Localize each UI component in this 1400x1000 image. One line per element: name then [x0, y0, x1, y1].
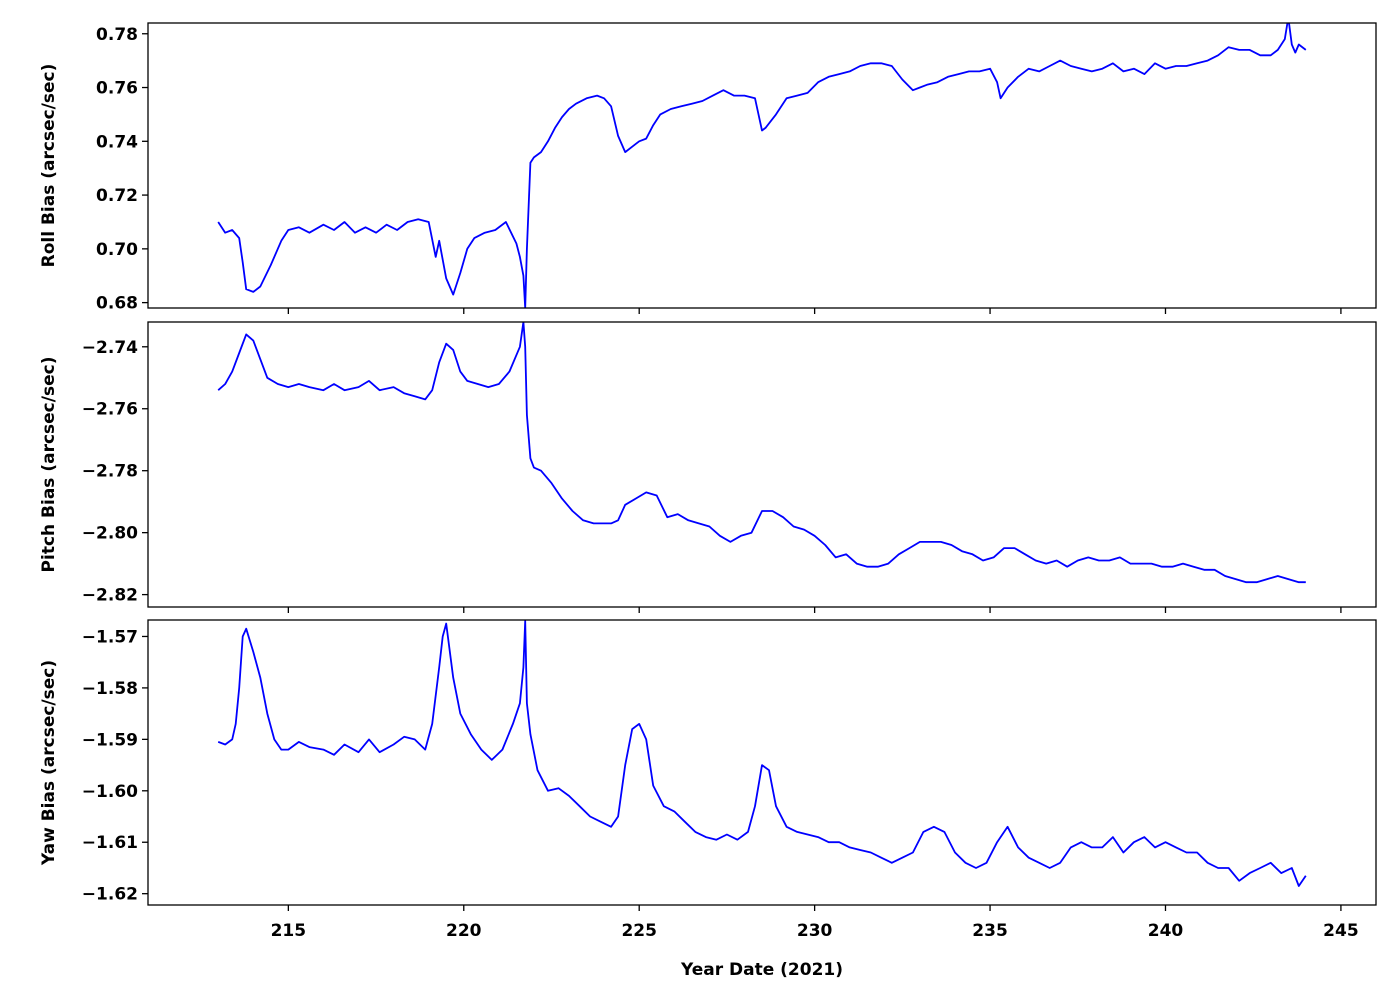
- y-tick-label-0-5: 0.78: [96, 25, 138, 45]
- y-tick-label-2-4: −1.58: [82, 679, 138, 699]
- y-tick-label-2-2: −1.60: [82, 782, 138, 802]
- y-tick-label-0-3: 0.74: [96, 132, 138, 152]
- x-tick-label-4: 235: [972, 921, 1008, 941]
- y-tick-label-0-0: 0.68: [96, 294, 138, 314]
- panel-frame-2: [147, 619, 1377, 906]
- y-tick-label-2-1: −1.61: [82, 833, 138, 853]
- x-tick-label-1: 220: [446, 921, 482, 941]
- y-tick-label-1-2: −2.78: [82, 462, 138, 482]
- panel-frame-1: [147, 321, 1377, 608]
- x-tick-label-3: 230: [797, 921, 833, 941]
- y-tick-label-1-4: −2.74: [82, 338, 138, 358]
- y-axis-label-1: Pitch Bias (arcsec/sec): [39, 357, 59, 573]
- x-axis-label: Year Date (2021): [680, 960, 843, 980]
- y-tick-label-1-1: −2.80: [82, 524, 138, 544]
- x-tick-label-5: 240: [1148, 921, 1184, 941]
- series-line-0-0: [217, 23, 1307, 308]
- x-tick-label-6: 245: [1323, 921, 1359, 941]
- panel-2: −1.62 −1.61 −1.60 −1.59 −1.58 −1.57 215 220 225 2…: [39, 619, 1377, 941]
- y-tick-label-2-3: −1.59: [82, 730, 138, 750]
- y-tick-label-2-0: −1.62: [82, 885, 138, 905]
- x-tick-label-0: 215: [271, 921, 307, 941]
- series-line-2-0: [217, 620, 1307, 887]
- y-axis-label-2: Yaw Bias (arcsec/sec): [39, 660, 59, 866]
- y-tick-label-0-4: 0.76: [96, 79, 138, 99]
- panel-0: 0.68 0.70 0.72 0.74 0.76 0.78 Roll Bias (arcse…: [39, 22, 1377, 314]
- series-line-1-0: [217, 322, 1306, 584]
- y-tick-label-1-3: −2.76: [82, 400, 138, 420]
- chart-panels: 0.68 0.70 0.72 0.74 0.76 0.78 Roll Bias (arcse…: [39, 22, 1377, 941]
- x-tick-label-2: 225: [621, 921, 657, 941]
- y-tick-label-0-2: 0.72: [96, 186, 138, 206]
- panel-1: −2.82 −2.80 −2.78 −2.76 −2.74 Pitch Bias (arc…: [39, 321, 1377, 613]
- y-tick-label-0-1: 0.70: [96, 240, 138, 260]
- y-tick-label-1-0: −2.82: [82, 586, 138, 606]
- y-tick-label-2-5: −1.57: [82, 627, 138, 647]
- y-axis-label-0: Roll Bias (arcsec/sec): [39, 64, 59, 268]
- panel-frame-0: [147, 22, 1377, 309]
